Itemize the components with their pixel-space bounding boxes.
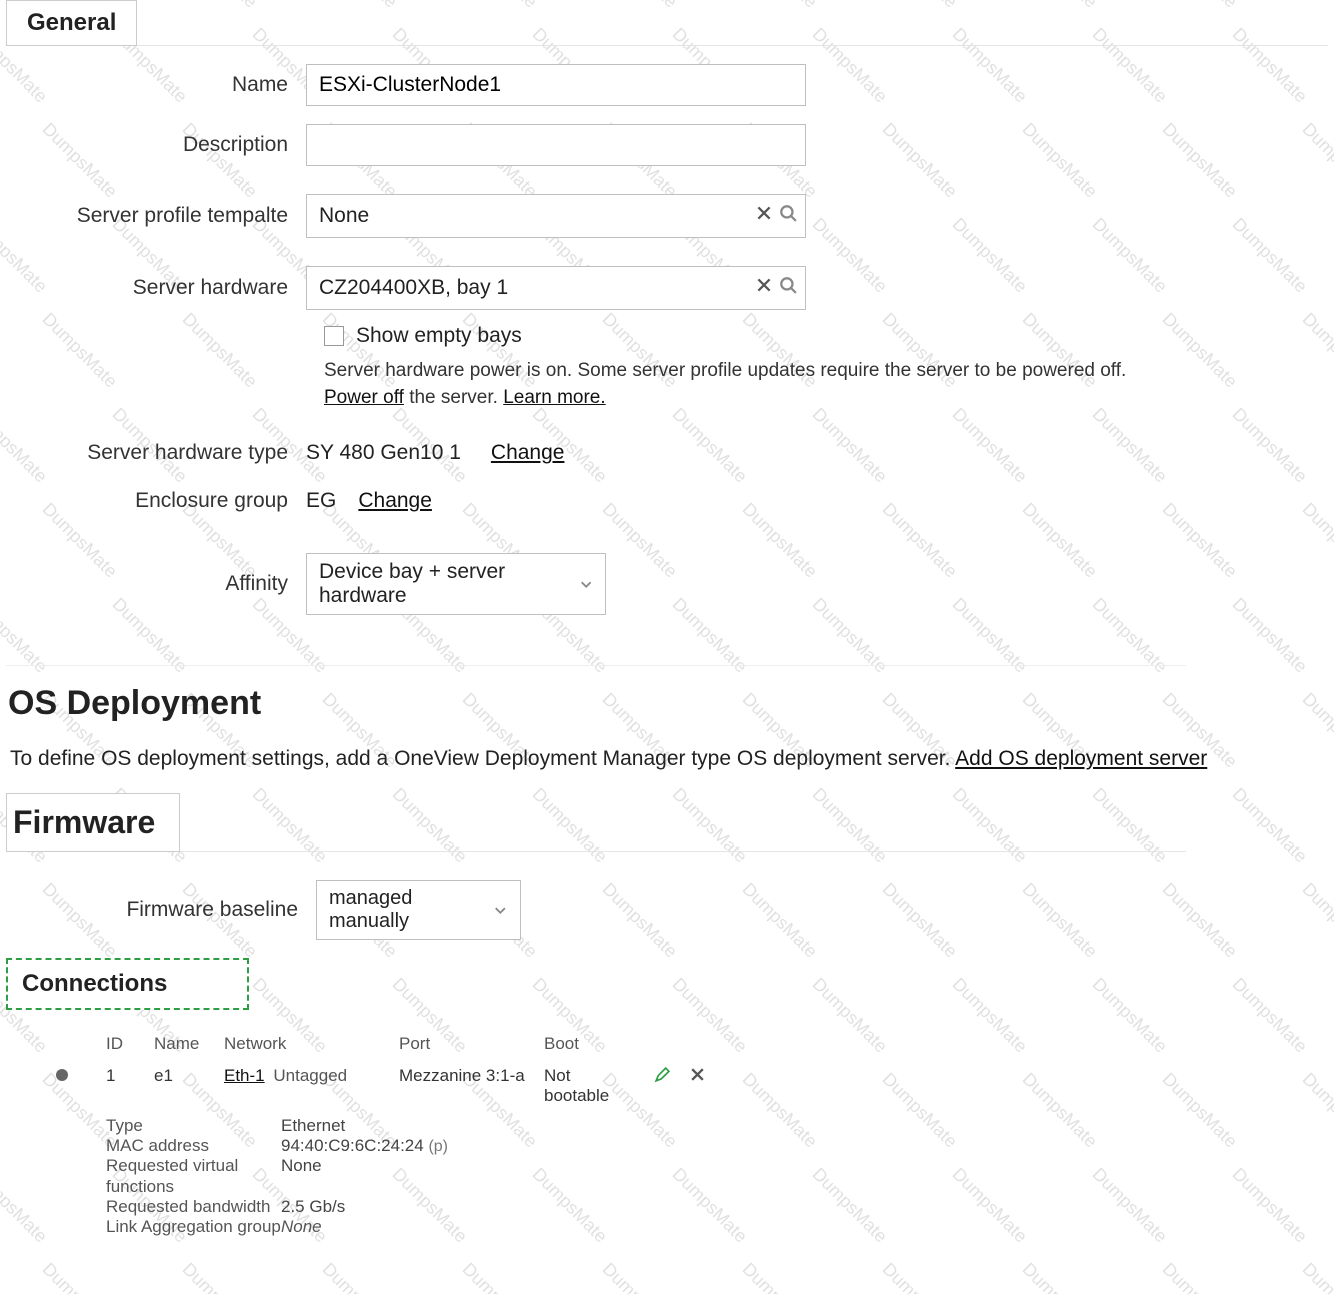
detail-mac-k: MAC address: [106, 1136, 281, 1156]
label-affinity: Affinity: [6, 572, 306, 596]
cell-port: Mezzanine 3:1-a: [399, 1060, 544, 1112]
template-value: None: [319, 204, 755, 228]
row-name: Name: [6, 64, 1196, 106]
status-dot-icon: [56, 1069, 68, 1081]
clear-icon[interactable]: [755, 276, 773, 300]
chevron-down-icon: [579, 576, 593, 592]
label-template: Server profile tempalte: [6, 204, 306, 228]
section-heading-general: General: [6, 0, 137, 46]
col-name: Name: [154, 1028, 224, 1060]
label-hardware: Server hardware: [6, 276, 306, 300]
detail-type-v: Ethernet: [281, 1116, 345, 1136]
change-enclosure-link[interactable]: Change: [358, 489, 432, 513]
row-affinity: Affinity Device bay + server hardware: [6, 553, 1196, 615]
detail-rvf-v: None: [281, 1156, 322, 1197]
section-heading-firmware: Firmware: [6, 793, 180, 852]
learn-more-link[interactable]: Learn more.: [503, 387, 605, 408]
add-os-server-link[interactable]: Add OS deployment server: [955, 747, 1207, 770]
row-hw-type: Server hardware type SY 480 Gen10 1 Chan…: [6, 441, 1196, 465]
cell-id: 1: [106, 1060, 154, 1112]
detail-mac-suffix: (p): [428, 1138, 448, 1155]
os-note-text: To define OS deployment settings, add a …: [10, 747, 955, 770]
chevron-down-icon: [493, 902, 508, 918]
detail-lag-v: None: [281, 1217, 322, 1237]
table-row[interactable]: 1 e1 Eth-1 Untagged Mezzanine 3:1-a Not …: [56, 1060, 724, 1112]
detail-mac-v: 94:40:C9:6C:24:24: [281, 1136, 424, 1155]
change-hw-type-link[interactable]: Change: [491, 441, 565, 465]
hw-type-value: SY 480 Gen10 1: [306, 441, 461, 465]
row-description: Description: [6, 124, 1196, 166]
affinity-value: Device bay + server hardware: [319, 560, 569, 608]
section-heading-connections: Connections: [6, 958, 249, 1010]
delete-icon[interactable]: [689, 1066, 706, 1088]
detail-rvf-k: Requested virtual functions: [106, 1156, 281, 1197]
cell-boot: Not bootable: [544, 1060, 654, 1112]
hardware-combo[interactable]: CZ204400XB, bay 1: [306, 266, 806, 310]
detail-rbw-v: 2.5 Gb/s: [281, 1197, 345, 1217]
section-heading-os: OS Deployment: [6, 678, 1328, 729]
firmware-baseline-value: managed manually: [329, 887, 483, 933]
enclosure-group-value: EG: [306, 489, 336, 513]
detail-lag-k: Link Aggregation group: [106, 1217, 281, 1237]
connection-details: TypeEthernet MAC address94:40:C9:6C:24:2…: [106, 1116, 1328, 1237]
hardware-value: CZ204400XB, bay 1: [319, 276, 755, 300]
row-show-empty: Show empty bays: [324, 324, 1196, 348]
col-port: Port: [399, 1028, 544, 1060]
power-note: Server hardware power is on. Some server…: [324, 358, 1154, 411]
template-combo[interactable]: None: [306, 194, 806, 238]
search-icon[interactable]: [779, 276, 797, 300]
label-firmware-baseline: Firmware baseline: [6, 898, 316, 922]
detail-type-k: Type: [106, 1116, 281, 1136]
label-description: Description: [6, 133, 306, 157]
row-enclosure-group: Enclosure group EG Change: [6, 489, 1196, 513]
detail-rbw-k: Requested bandwidth: [106, 1197, 281, 1217]
power-note-text-1: Server hardware power is on. Some server…: [324, 360, 1126, 381]
description-input[interactable]: [306, 124, 806, 166]
label-enclosure-group: Enclosure group: [6, 489, 306, 513]
search-icon[interactable]: [779, 204, 797, 228]
label-name: Name: [6, 73, 306, 97]
row-hardware: Server hardware CZ204400XB, bay 1: [6, 266, 1196, 310]
connections-table: ID Name Network Port Boot 1 e1 Eth-1 Unt…: [56, 1028, 724, 1112]
show-empty-label: Show empty bays: [356, 324, 522, 348]
cell-network-tag: Untagged: [273, 1066, 347, 1085]
os-note: To define OS deployment settings, add a …: [6, 747, 1328, 771]
cell-name: e1: [154, 1060, 224, 1112]
name-input[interactable]: [306, 64, 806, 106]
power-off-link[interactable]: Power off: [324, 387, 404, 408]
label-hw-type: Server hardware type: [6, 441, 306, 465]
connections-header-row: ID Name Network Port Boot: [56, 1028, 724, 1060]
row-template: Server profile tempalte None: [6, 194, 1196, 238]
col-id: ID: [106, 1028, 154, 1060]
power-note-text-2: the server.: [404, 387, 503, 408]
cell-network-link[interactable]: Eth-1: [224, 1066, 265, 1085]
col-network: Network: [224, 1028, 399, 1060]
col-boot: Boot: [544, 1028, 654, 1060]
firmware-baseline-select[interactable]: managed manually: [316, 880, 521, 940]
clear-icon[interactable]: [755, 204, 773, 228]
edit-icon[interactable]: [654, 1066, 671, 1088]
show-empty-checkbox[interactable]: [324, 326, 344, 346]
affinity-select[interactable]: Device bay + server hardware: [306, 553, 606, 615]
